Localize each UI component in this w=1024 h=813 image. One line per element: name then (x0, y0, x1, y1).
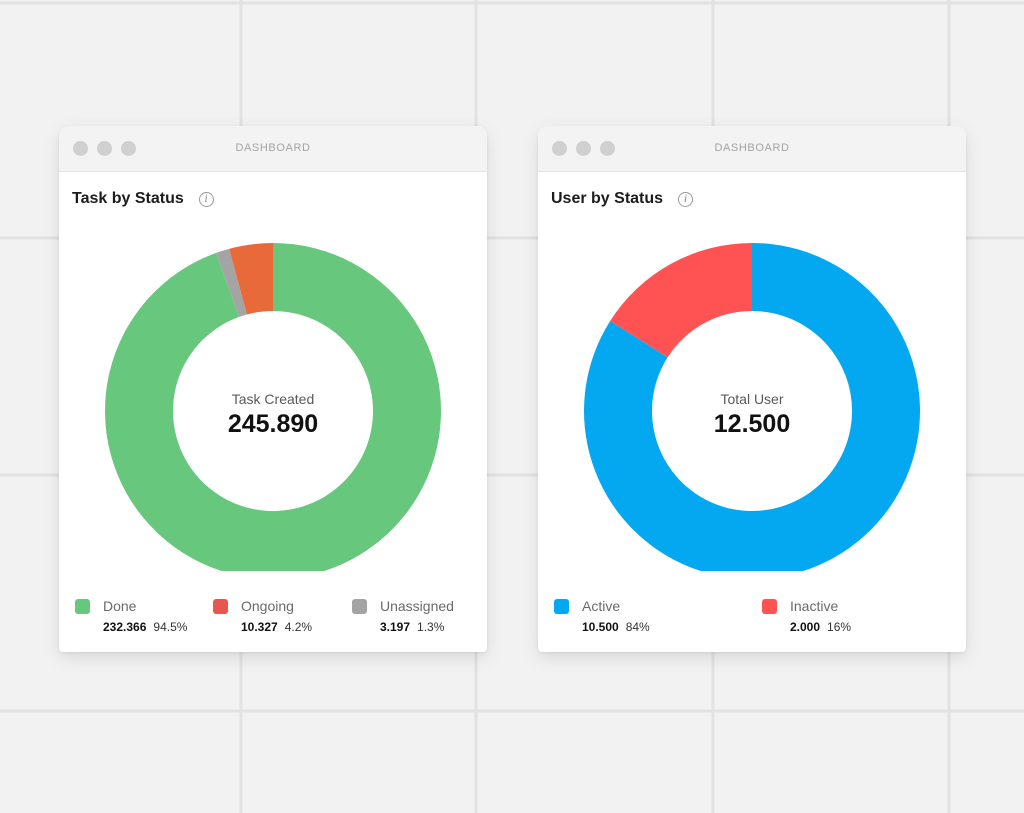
legend-name: Unassigned (380, 598, 454, 614)
legend-name: Ongoing (241, 598, 294, 614)
info-icon[interactable]: i (198, 191, 214, 207)
donut-center-label: Task Created (231, 391, 315, 407)
legend-swatch-unassigned (352, 598, 367, 614)
legend-swatch-done (75, 598, 90, 614)
card-title: User by Status (551, 190, 664, 207)
user-status-window: DASHBOARD User by Status i Total User 12… (538, 126, 966, 652)
card-title: Task by Status (72, 190, 184, 207)
donut-center-value: 245.890 (227, 410, 319, 438)
info-icon[interactable]: i (678, 191, 694, 207)
legend-swatch-inactive (762, 598, 777, 614)
legend-percent: 16% (827, 620, 852, 634)
legend-item-unassigned: Unassigned 3.197 1.3% (352, 598, 454, 634)
window-titlebar: DASHBOARD (538, 126, 966, 172)
legend-name: Active (582, 598, 621, 614)
donut-slice-unassigned[interactable] (216, 248, 247, 317)
legend-item-done: Done 232.366 94.5% (75, 598, 187, 634)
donut-slice-done[interactable] (105, 243, 441, 571)
window-close-dot[interactable] (73, 141, 88, 156)
task-donut-chart (105, 243, 441, 571)
window-minimize-dot[interactable] (576, 141, 591, 156)
window-close-dot[interactable] (552, 141, 567, 156)
legend-percent: 4.2% (284, 620, 313, 634)
legend-percent: 1.3% (417, 620, 445, 634)
legend-name: Done (103, 598, 137, 614)
legend-percent: 94.5% (153, 620, 188, 634)
window-maximize-dot[interactable] (121, 141, 136, 156)
legend-count: 3.197 (380, 620, 411, 634)
legend-item-active: Active 10.500 84% (554, 598, 650, 634)
donut-slice-inactive[interactable] (610, 243, 752, 358)
legend-count: 232.366 (103, 620, 147, 634)
task-status-window: DASHBOARD Task by Status i Task Created … (59, 126, 487, 652)
legend-swatch-ongoing (213, 598, 228, 614)
window-titlebar: DASHBOARD (59, 126, 487, 172)
chart-legend: Done 232.366 94.5% Ongoing 10.327 4.2% Una… (59, 598, 487, 644)
donut-slice-active[interactable] (584, 243, 920, 571)
titlebar-label: DASHBOARD (714, 142, 790, 154)
donut-center-label: Total User (720, 391, 784, 407)
window-maximize-dot[interactable] (600, 141, 615, 156)
legend-swatch-active (554, 598, 569, 614)
legend-name: Inactive (790, 598, 839, 614)
legend-percent: 84% (625, 620, 650, 634)
titlebar-label: DASHBOARD (235, 142, 311, 154)
chart-legend: Active 10.500 84% Inactive 2.000 16% (538, 598, 966, 644)
legend-item-ongoing: Ongoing 10.327 4.2% (213, 598, 312, 634)
legend-count: 2.000 (790, 620, 821, 634)
donut-slice-ongoing[interactable] (229, 243, 273, 315)
window-minimize-dot[interactable] (97, 141, 112, 156)
legend-count: 10.327 (241, 620, 278, 634)
legend-item-inactive: Inactive 2.000 16% (762, 598, 851, 634)
donut-center-value: 12.500 (713, 410, 791, 438)
legend-count: 10.500 (582, 620, 619, 634)
user-donut-chart (584, 243, 920, 571)
